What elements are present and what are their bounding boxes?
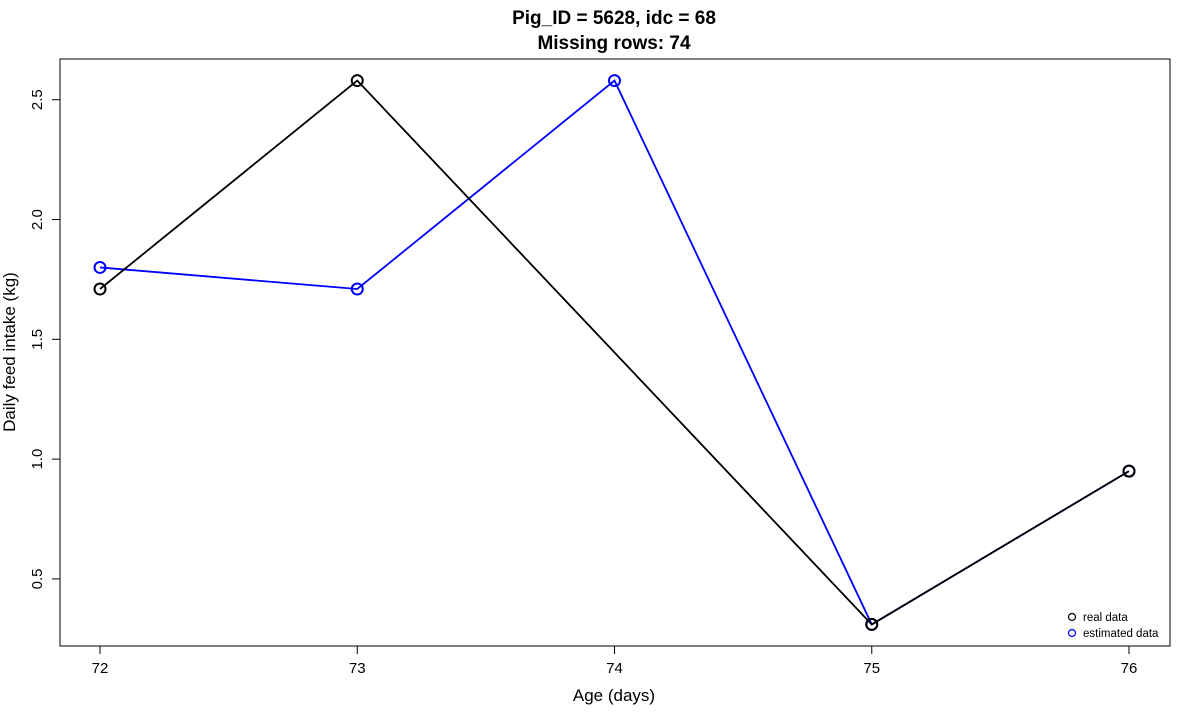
chart-subtitle: Missing rows: 74 bbox=[537, 33, 691, 54]
data-point-real-data bbox=[1122, 464, 1136, 478]
x-axis: 72 73 74 75 76 bbox=[92, 646, 1138, 677]
y-tick-label: 2.0 bbox=[29, 209, 46, 230]
x-tick-label: 72 bbox=[92, 660, 109, 677]
series-line-real-data bbox=[99, 79, 1130, 626]
y-tick-label: 0.5 bbox=[29, 568, 46, 589]
x-tick-label: 75 bbox=[863, 660, 880, 677]
data-point-real-data bbox=[865, 617, 879, 631]
legend-label: estimated data bbox=[1083, 628, 1159, 640]
y-axis-label: Daily feed intake (kg) bbox=[0, 272, 19, 432]
y-axis: 0.5 1.0 1.5 2.0 2.5 bbox=[29, 89, 60, 589]
series-layer bbox=[93, 74, 1136, 631]
data-point-estimated-data bbox=[350, 282, 364, 296]
y-tick-label: 2.5 bbox=[29, 89, 46, 110]
data-point-estimated-data bbox=[608, 74, 621, 88]
chart-title: Pig_ID = 5628, idc = 68 bbox=[512, 8, 716, 29]
x-axis-label: Age (days) bbox=[573, 686, 655, 705]
x-tick-label: 73 bbox=[349, 660, 366, 677]
legend-marker bbox=[1067, 612, 1077, 622]
data-point-estimated-data bbox=[93, 260, 107, 274]
x-tick-label: 74 bbox=[606, 660, 623, 677]
legend-marker bbox=[1067, 628, 1077, 638]
data-point-real-data bbox=[350, 74, 364, 88]
y-tick-label: 1.5 bbox=[29, 329, 46, 350]
y-tick-label: 1.0 bbox=[29, 449, 46, 470]
x-tick-label: 76 bbox=[1121, 660, 1138, 677]
legend: real data estimated data bbox=[1067, 612, 1159, 640]
data-point-real-data bbox=[93, 282, 107, 296]
legend-label: real data bbox=[1083, 612, 1128, 624]
